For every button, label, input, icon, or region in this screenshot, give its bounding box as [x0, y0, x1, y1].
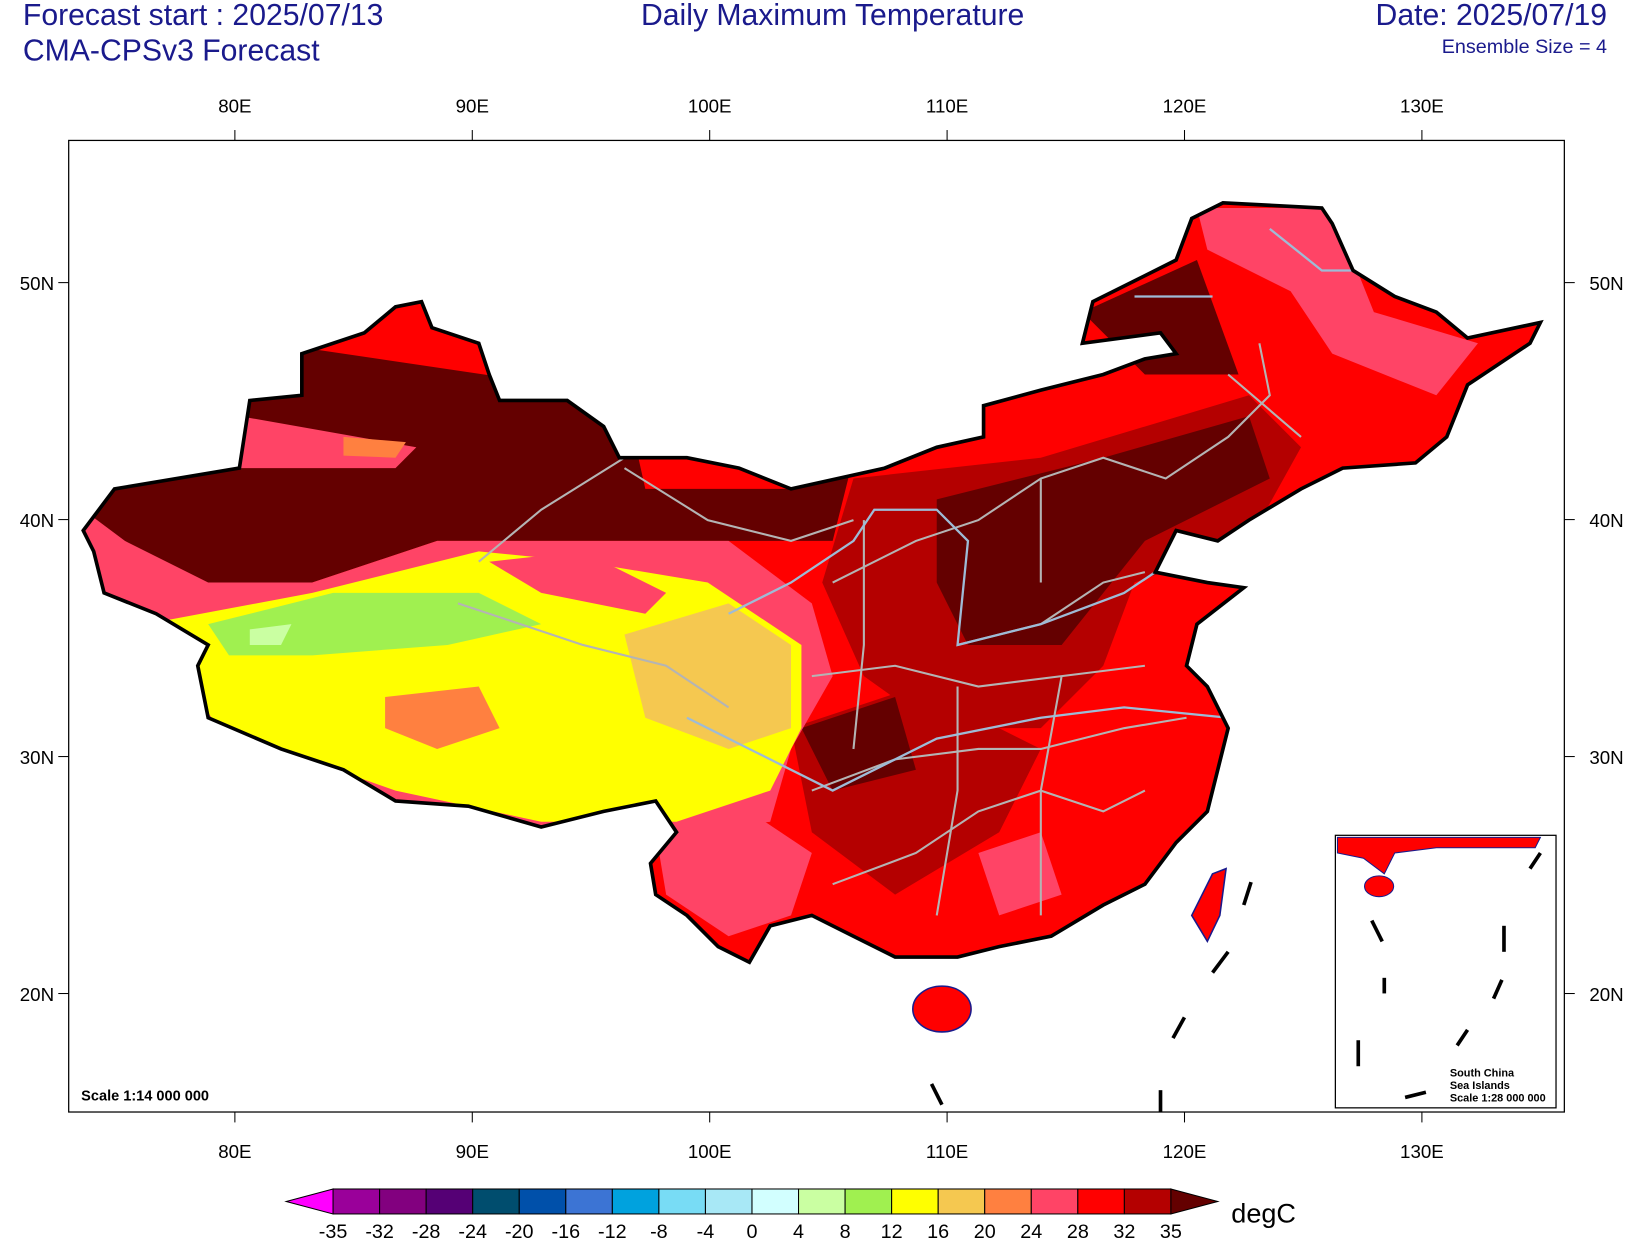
colorbar-label: -16 — [552, 1221, 581, 1241]
colorbar-label: -24 — [458, 1221, 487, 1241]
inset-label: South China Sea Islands Scale 1:28 000 000 — [1450, 1068, 1546, 1105]
colorbar-box — [751, 1188, 800, 1215]
colorbar-label: -12 — [598, 1221, 627, 1241]
colorbar-unit: degC — [1231, 1198, 1296, 1228]
hainan-island — [912, 985, 972, 1033]
inset-line: Sea Islands — [1450, 1080, 1510, 1092]
inset-frame — [1334, 834, 1557, 1109]
map-title: Daily Maximum Temperature — [641, 0, 1024, 32]
colorbar-label: 4 — [793, 1221, 804, 1241]
colorbar-label: 24 — [1020, 1221, 1042, 1241]
lon-tick-label: 80E — [218, 1141, 251, 1162]
lon-tick-label: 130E — [1400, 1141, 1444, 1162]
lat-tick-label: 40N — [1589, 510, 1623, 531]
colorbar-label: -8 — [650, 1221, 668, 1241]
colorbar-box — [472, 1188, 520, 1215]
lon-tick-label: 110E — [926, 1141, 968, 1162]
lat-tick-label: 50N — [20, 273, 54, 294]
colorbar-box — [332, 1188, 381, 1215]
colorbar-label: 8 — [840, 1221, 851, 1241]
lon-tick-label: 90E — [456, 1141, 489, 1162]
inset-hainan — [1363, 875, 1395, 898]
lon-tick-label: 100E — [688, 95, 732, 116]
colorbar-over — [1170, 1188, 1220, 1215]
colorbar-box — [658, 1188, 706, 1215]
colorbar-box — [937, 1188, 986, 1215]
colorbar-label: 28 — [1067, 1221, 1089, 1241]
inset-line: South China — [1450, 1068, 1515, 1080]
taiwan-island — [1190, 867, 1228, 944]
colorbar-label: -20 — [505, 1221, 534, 1241]
colorbar-box — [1123, 1188, 1172, 1215]
inset-coast — [1336, 836, 1542, 875]
colorbar-box — [798, 1188, 846, 1215]
lon-tick-label: 80E — [218, 95, 251, 116]
colorbar-label: 16 — [927, 1221, 949, 1241]
colorbar-label: 12 — [881, 1221, 903, 1241]
valid-date: Date: 2025/07/19 — [1376, 0, 1607, 32]
lat-tick-label: 30N — [20, 747, 54, 768]
colorbar-label: 32 — [1113, 1221, 1135, 1241]
colorbar-box — [1077, 1188, 1125, 1215]
map-scale: Scale 1:14 000 000 — [81, 1089, 209, 1105]
lat-tick-label: 20N — [20, 984, 54, 1005]
forecast-start: Forecast start : 2025/07/13 — [23, 0, 384, 32]
lon-tick-label: 120E — [1163, 1141, 1207, 1162]
colorbar-under — [284, 1188, 334, 1215]
colorbar-label: -4 — [697, 1221, 715, 1241]
colorbar-box — [891, 1188, 939, 1215]
colorbar-label: -28 — [412, 1221, 441, 1241]
model-name: CMA-CPSv3 Forecast — [23, 34, 320, 67]
lon-tick-label: 120E — [1163, 95, 1207, 116]
colorbar-box — [984, 1188, 1032, 1215]
colorbar-box — [611, 1188, 660, 1215]
colorbar-box — [844, 1188, 893, 1215]
lon-tick-label: 130E — [1400, 95, 1444, 116]
colorbar-box — [704, 1188, 753, 1215]
inset-dash-line — [1356, 851, 1542, 1100]
lon-tick-label: 100E — [688, 1141, 732, 1162]
colorbar-box — [379, 1188, 427, 1215]
colorbar-box — [1030, 1188, 1079, 1215]
ensemble-size: Ensemble Size = 4 — [1442, 36, 1607, 58]
colorbar-label: 20 — [974, 1221, 996, 1241]
map-ticks: 80E 80E 90E 90E 100E 100E 110E 110E 120E 120E 130E… — [20, 95, 1624, 1161]
colorbar: -35 -32 -28 -24 -20 -16 -12 -8 -4 0 4 8 12 16 20 24 28 32… — [284, 1188, 1220, 1241]
colorbar-box — [565, 1188, 613, 1215]
colorbar-label: -35 — [319, 1221, 348, 1241]
lon-tick-label: 90E — [456, 95, 489, 116]
colorbar-label: 0 — [746, 1221, 757, 1241]
lat-tick-label: 20N — [1589, 984, 1623, 1005]
lat-tick-label: 50N — [1589, 273, 1623, 294]
lon-tick-label: 110E — [926, 95, 968, 116]
inset-line: Scale 1:28 000 000 — [1450, 1093, 1546, 1105]
colorbar-box — [518, 1188, 567, 1215]
colorbar-box — [425, 1188, 474, 1215]
colorbar-label: -32 — [365, 1221, 394, 1241]
nine-dash-line — [929, 881, 1253, 1113]
lat-tick-label: 30N — [1589, 747, 1623, 768]
colorbar-label: 35 — [1160, 1221, 1182, 1241]
lat-tick-label: 40N — [20, 510, 54, 531]
